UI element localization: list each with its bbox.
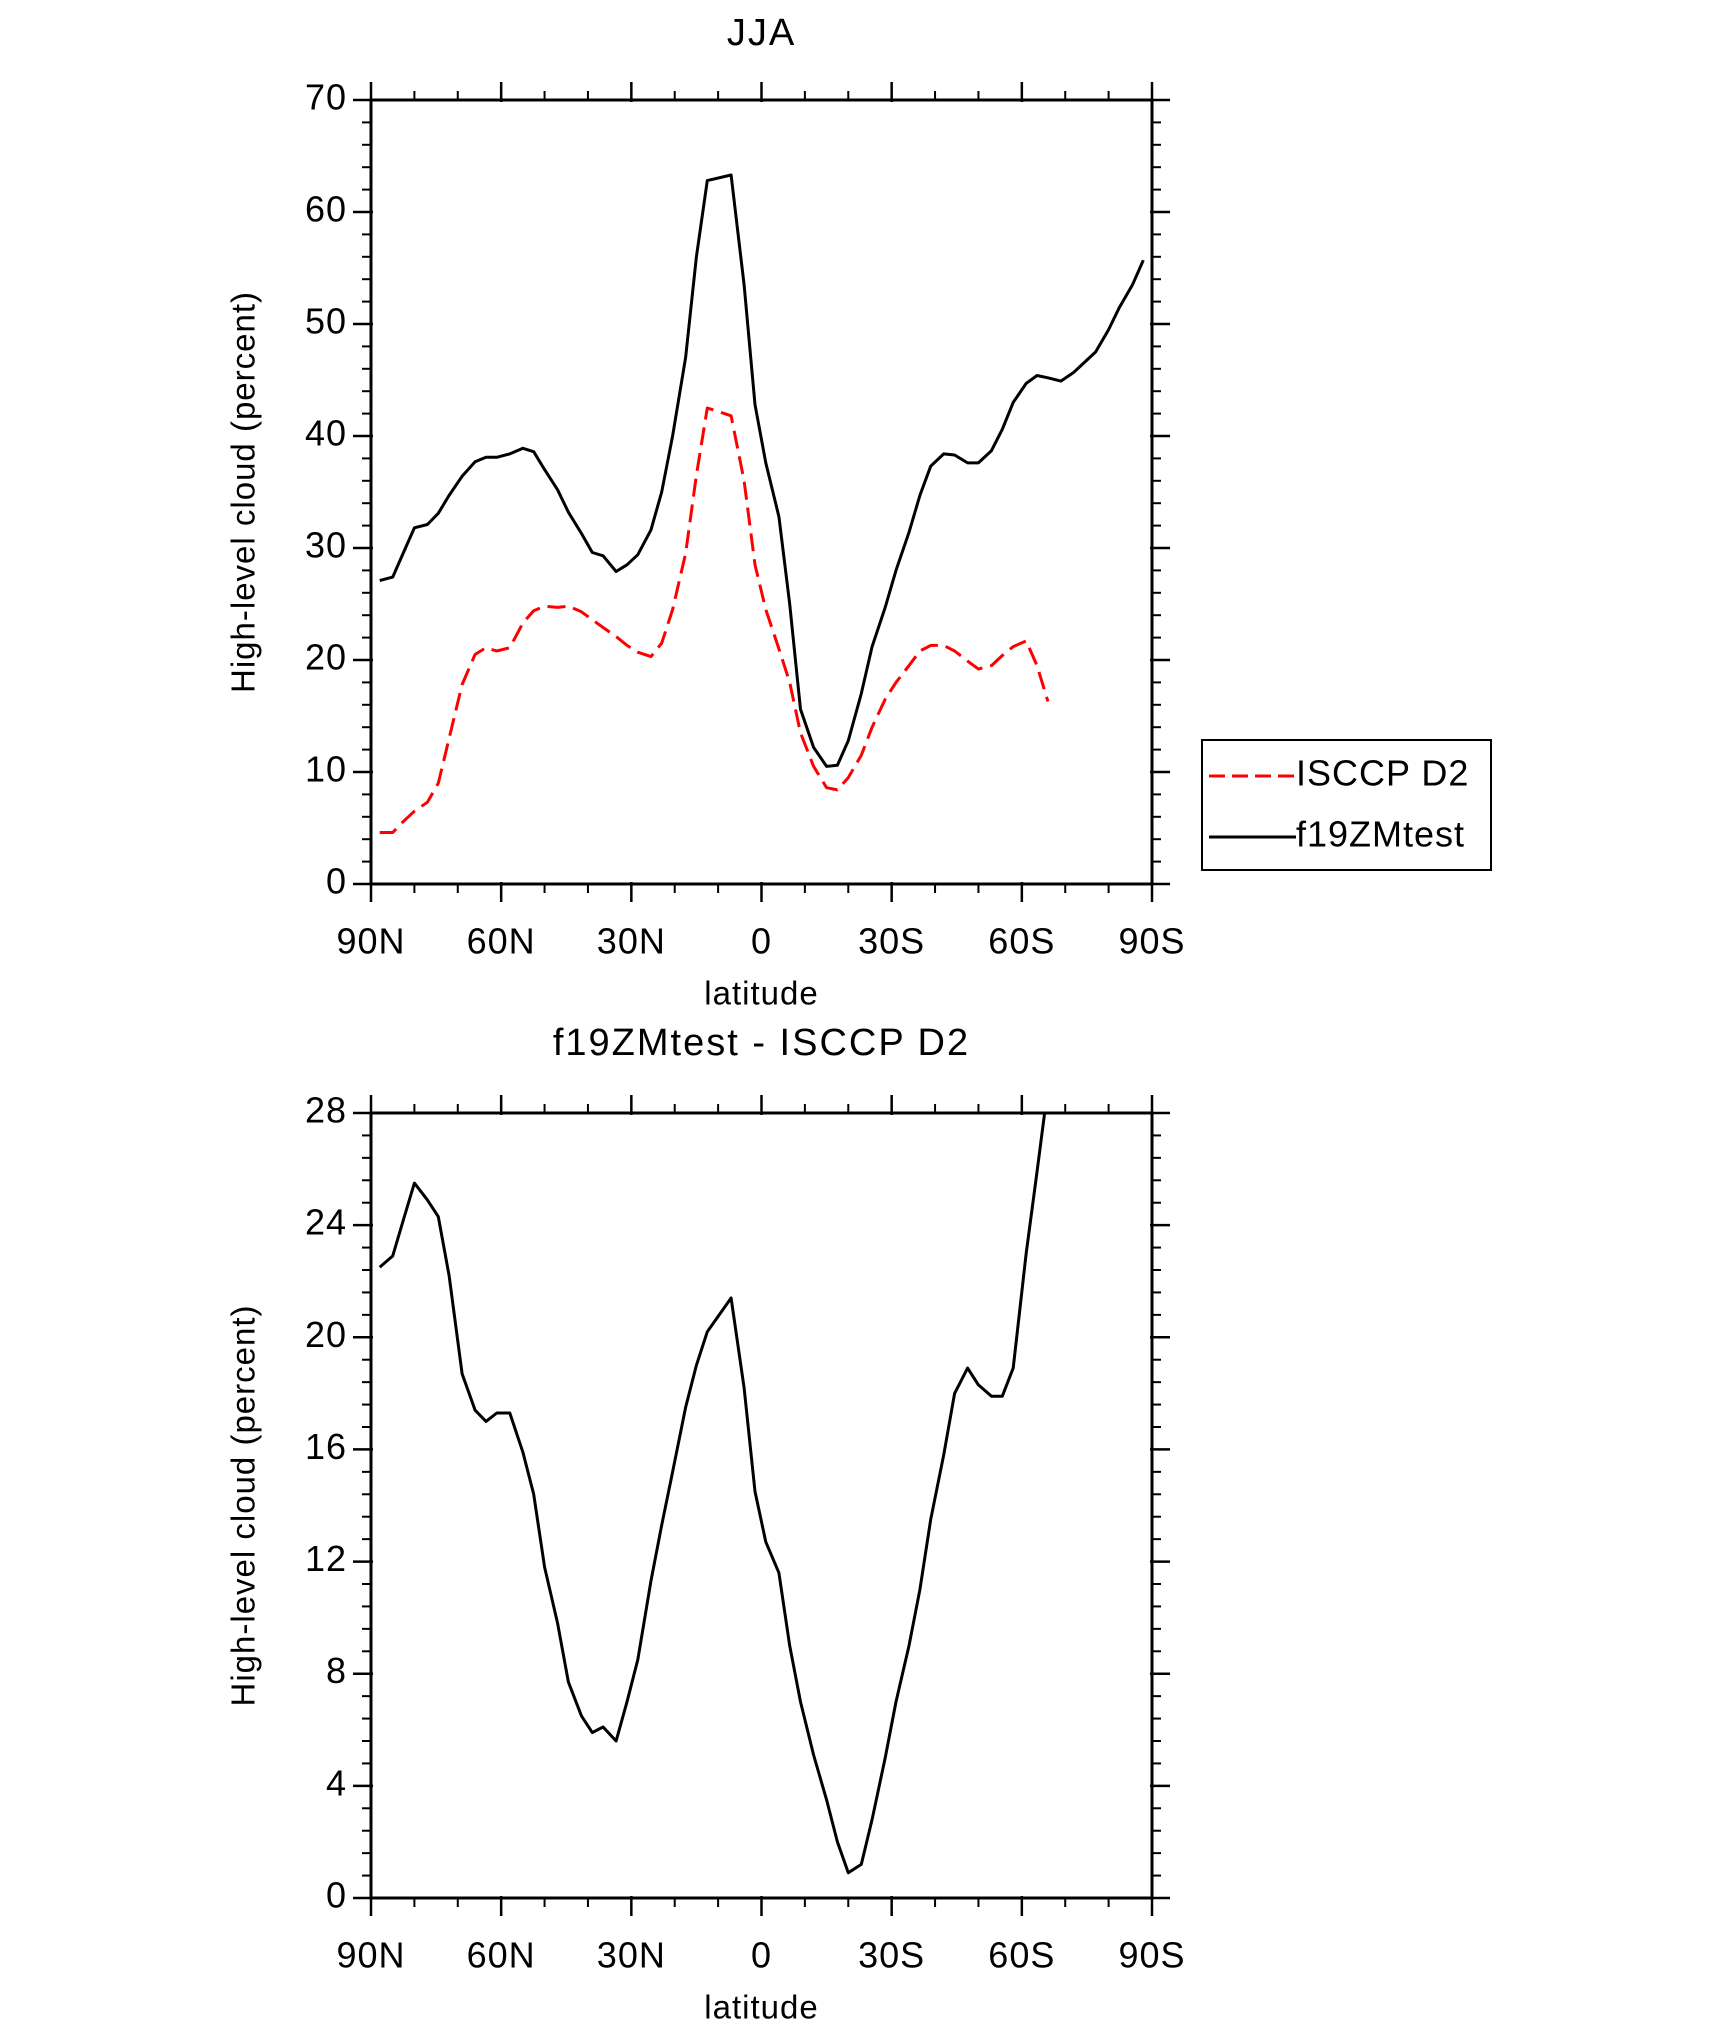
plot: JJA 0 10 20 30 40 50 60 70 90N 60N 30N 0 30S 60S 90S lat… [225,12,1492,1012]
x-tick-label: 30N [597,921,666,962]
y-tick-label: 24 [305,1202,347,1243]
x-tick-label: 30S [858,1935,925,1976]
x-tick-label: 90S [1118,921,1185,962]
y-tick-label: 10 [305,749,347,790]
x-tick-label: 90N [336,921,405,962]
y-tick-label: 20 [305,1314,347,1355]
y-axis-label: High-level cloud (percent) [225,1304,262,1706]
y-tick-label: 4 [326,1762,347,1803]
data-line [378,1113,1047,1875]
y-tick-label: 30 [305,525,347,566]
y-tick-label: 0 [326,861,347,902]
x-tick-label: 60S [988,921,1055,962]
y-tick-label: 50 [305,301,347,342]
y-tick-label: 12 [305,1538,347,1579]
x-tick-label: 90N [336,1935,405,1976]
x-tick-label: 30S [858,921,925,962]
legend-box [1201,739,1492,871]
x-tick-label: 60N [467,921,536,962]
x-axis-label: latitude [704,975,818,1012]
y-tick-label: 70 [305,77,347,118]
y-axis-label: High-level cloud (percent) [225,291,262,693]
chart-title: JJA [727,12,796,54]
data-line [379,173,1145,768]
y-tick-label: 60 [305,189,347,230]
x-tick-label: 90S [1118,1935,1185,1976]
plot-frame [369,1111,1154,1900]
y-tick-label: 16 [305,1426,347,1467]
data-line [379,406,1050,834]
x-tick-label: 0 [751,1935,772,1976]
y-tick-label: 0 [326,1875,347,1916]
x-tick-label: 30N [597,1935,666,1976]
chart-title: f19ZMtest - ISCCP D2 [553,1022,970,1064]
plot: f19ZMtest - ISCCP D2 0 4 8 12 16 20 24 28 90N 60N 3… [225,1022,1185,2021]
legend-label: f19ZMtest [1296,814,1465,855]
x-axis-label: latitude [704,1989,818,2021]
legend-label: ISCCP D2 [1296,753,1469,794]
y-tick-label: 8 [326,1650,347,1691]
y-tick-label: 40 [305,413,347,454]
x-tick-label: 0 [751,921,772,962]
plot-frame [369,98,1154,886]
y-tick-label: 28 [305,1090,347,1131]
x-tick-label: 60S [988,1935,1055,1976]
x-tick-label: 60N [467,1935,536,1976]
y-tick-label: 20 [305,637,347,678]
